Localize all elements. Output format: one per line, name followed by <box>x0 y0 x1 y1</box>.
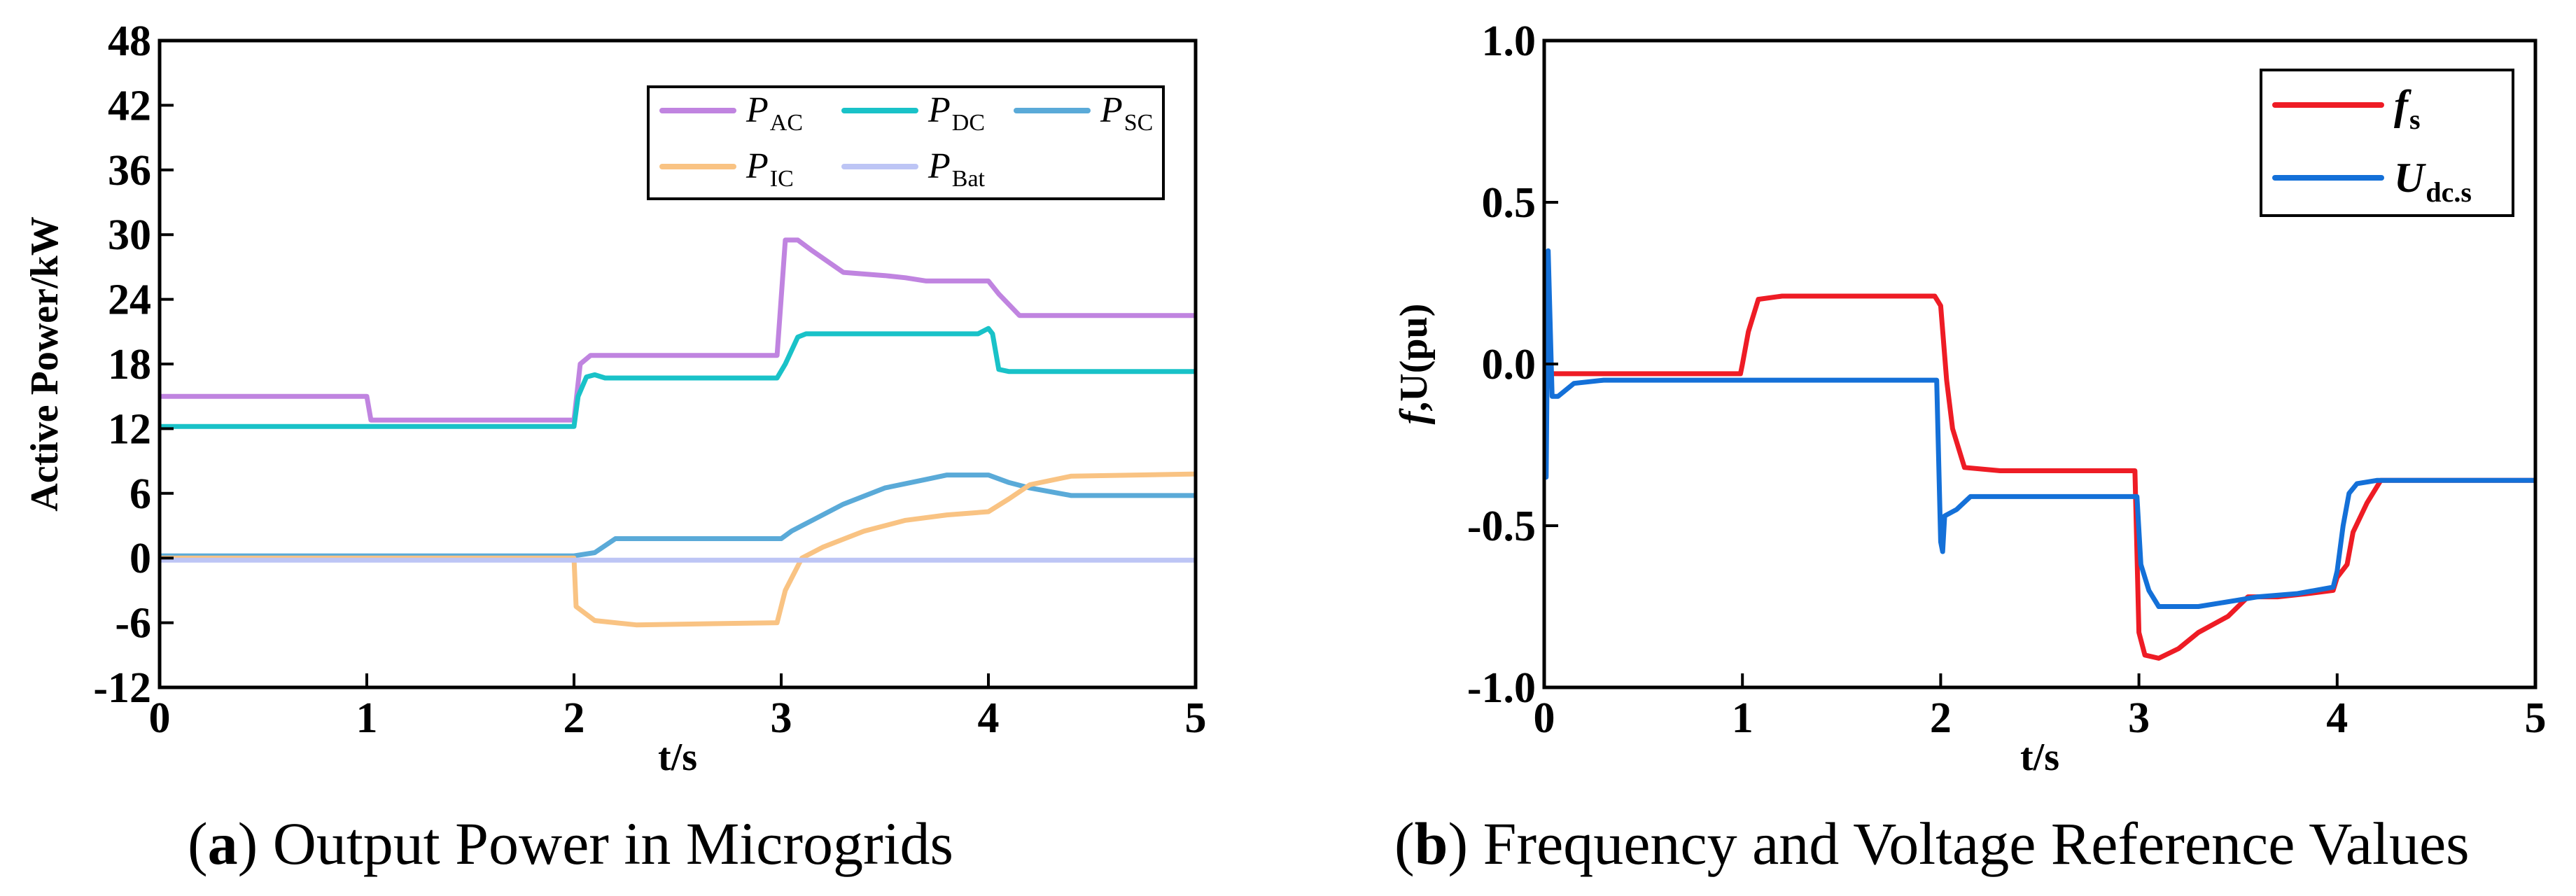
legend-label-p-dc: PDC <box>927 90 985 136</box>
series-line-u-dc <box>1544 248 2535 609</box>
y-tick-label: 1.0 <box>1482 18 1536 65</box>
x-axis-label: t/s <box>2020 736 2059 779</box>
x-tick-label: 4 <box>2326 694 2348 742</box>
x-tick-label: 2 <box>564 694 585 742</box>
y-tick-label: -1.0 <box>1467 664 1536 712</box>
panel-b-frequency-voltage: -1.0 -0.5 0.0 0.5 1.0 0 1 2 3 4 5 t/s f,U(pu) fsUdc.s… <box>1392 18 2547 877</box>
x-tick-label: 3 <box>771 694 792 742</box>
x-tick-label: 4 <box>978 694 1000 742</box>
series-group <box>160 237 1196 628</box>
y-tick-label: 30 <box>108 211 151 259</box>
x-tick-label: 1 <box>356 694 378 742</box>
y-tick-label: 0.5 <box>1482 179 1536 227</box>
figure-caption: (a) Output Power in Microgrids <box>188 810 953 877</box>
y-tick-label: 24 <box>108 276 151 324</box>
series-line-p-dc <box>160 326 1196 429</box>
x-tick-label: 1 <box>1732 694 1754 742</box>
y-tick-label: 12 <box>108 405 151 453</box>
x-tick-label: 0 <box>1534 694 1555 742</box>
series-group <box>1544 248 2535 661</box>
legend-label-p-sc: PSC <box>1100 90 1153 136</box>
y-tick-label: -12 <box>93 664 151 712</box>
x-tick-label: 2 <box>1930 694 1952 742</box>
x-axis-label: t/s <box>658 736 697 779</box>
series-line-p-ac <box>160 237 1196 423</box>
y-axis-label: f,U(pu) <box>1392 304 1436 425</box>
legend: PAC PDC PSC PIC PBat <box>647 85 1165 200</box>
x-tick-label: 5 <box>1185 694 1207 742</box>
y-tick-label: 18 <box>108 341 151 388</box>
y-tick-label: 0.0 <box>1482 341 1536 388</box>
series-line-f-s <box>1544 293 2535 661</box>
y-tick-label: -0.5 <box>1467 503 1536 550</box>
legend-label-u-dc: Udc.s <box>2394 155 2472 208</box>
x-tick-label: 0 <box>149 694 171 742</box>
legend-label-p-ic: PIC <box>746 146 794 192</box>
y-tick-label: 36 <box>108 147 151 195</box>
y-tick-label: 6 <box>130 470 151 518</box>
y-tick-label: 48 <box>108 18 151 65</box>
y-tick-label: 0 <box>130 535 151 582</box>
legend-label-p-bat: PBat <box>927 146 986 192</box>
series-line-p-ic <box>160 471 1196 628</box>
figure-caption: (b) Frequency and Voltage Reference Valu… <box>1394 810 2470 877</box>
legend-box <box>2260 69 2514 217</box>
x-tick-label: 5 <box>2525 694 2547 742</box>
legend-box <box>647 85 1165 200</box>
x-tick-label: 3 <box>2128 694 2150 742</box>
legend-label-p-ac: PAC <box>746 90 803 136</box>
y-tick-label: -6 <box>115 600 151 648</box>
y-tick-label: 42 <box>108 82 151 130</box>
series-line-p-sc <box>160 472 1196 559</box>
y-axis-label: Active Power/kW <box>23 216 66 511</box>
